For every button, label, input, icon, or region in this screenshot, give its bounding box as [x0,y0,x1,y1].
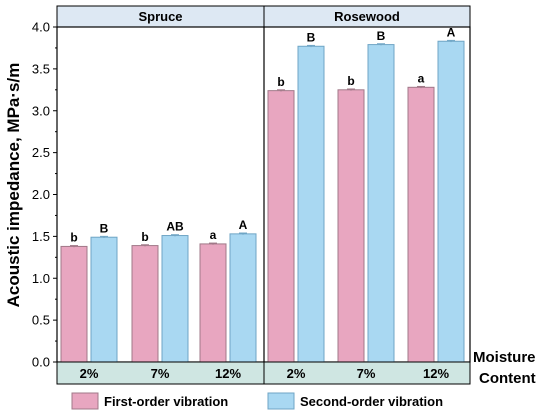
category-band: 2% 7% 12% 2% 7% 12% [56,361,471,385]
bar-first-rosewood-1 [337,89,365,363]
bar-marks: b Bb AB a Ab Bb Ba A [60,25,465,363]
y-tick-label: 0.5 [32,313,50,328]
bar-second-spruce-0 [90,236,118,363]
y-tick-label: 4.0 [32,20,50,35]
bar-first-spruce-2 [199,243,227,363]
significance-label: a [418,71,425,85]
y-tick-label: 2.5 [32,145,50,160]
x-axis-title-line1: Moisture [473,349,536,366]
y-tick-label: 2.0 [32,187,50,202]
x-axis-title-line2: Content [479,370,536,387]
significance-label: b [277,75,284,89]
significance-label: B [307,30,316,44]
bar-first-rosewood-2 [407,86,435,363]
legend-swatch-second [267,392,295,410]
significance-label: b [347,74,354,88]
y-tick-label: 3.0 [32,103,50,118]
panel-title-1: Rosewood [334,9,400,24]
y-tick-label: 1.0 [32,271,50,286]
bar-first-spruce-1 [131,245,159,363]
y-tick-label: 1.5 [32,229,50,244]
significance-label: B [377,29,386,43]
y-axis-title: Acoustic impedance, MPa·s/m [4,63,23,308]
bar-second-spruce-2 [229,233,257,363]
panel-header-bands: Spruce Rosewood [56,5,471,28]
y-tick-label: 3.5 [32,61,50,76]
bar-second-rosewood-1 [367,44,395,363]
significance-label: A [447,25,456,39]
x-tick-label: 12% [215,366,241,381]
bar-second-rosewood-2 [437,40,465,363]
panel-title-0: Spruce [138,9,182,24]
y-axis: 0.0 0.5 1.0 1.5 2.0 2.5 3.0 3.5 4.0 [32,20,57,370]
legend-label-second: Second-order vibration [300,394,443,409]
significance-label: b [141,230,148,244]
significance-label: AB [166,220,184,234]
x-tick-label: 12% [423,366,449,381]
significance-label: B [100,221,109,235]
significance-label: a [210,228,217,242]
x-tick-label: 7% [357,366,376,381]
legend: First-order vibration Second-order vibrat… [71,392,443,410]
x-tick-label: 2% [287,366,306,381]
x-tick-label: 2% [80,366,99,381]
bar-first-spruce-0 [60,245,88,363]
significance-label: b [70,231,77,245]
x-tick-label: 7% [151,366,170,381]
bar-second-spruce-1 [161,235,189,363]
y-tick-label: 0.0 [32,355,50,370]
legend-label-first: First-order vibration [104,394,228,409]
significance-label: A [239,218,248,232]
bar-first-rosewood-0 [267,90,295,363]
bar-second-rosewood-0 [297,45,325,363]
legend-swatch-first [71,392,99,410]
